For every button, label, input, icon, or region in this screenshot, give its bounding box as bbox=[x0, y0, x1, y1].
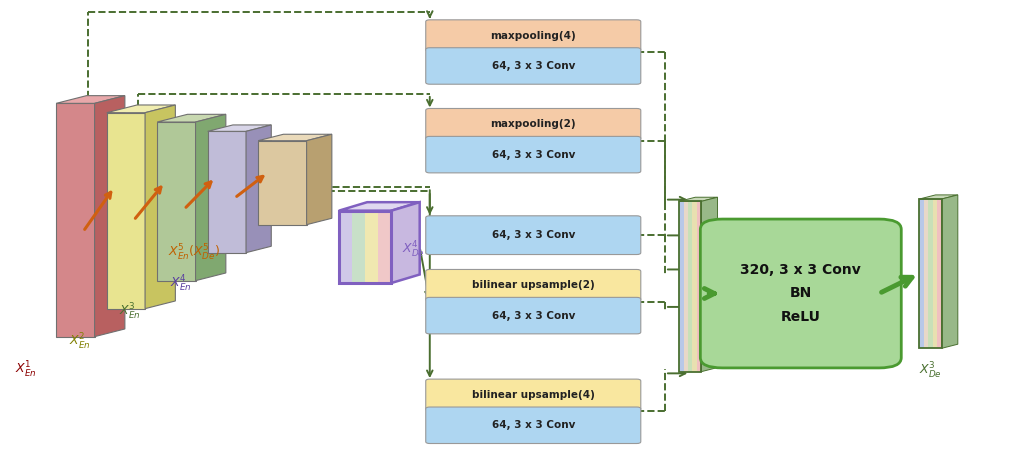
Polygon shape bbox=[57, 103, 95, 336]
FancyBboxPatch shape bbox=[426, 48, 641, 84]
Polygon shape bbox=[378, 211, 391, 283]
Polygon shape bbox=[928, 199, 933, 348]
Text: 64, 3 x 3 Conv: 64, 3 x 3 Conv bbox=[491, 61, 575, 71]
FancyBboxPatch shape bbox=[701, 219, 901, 368]
Text: 64, 3 x 3 Conv: 64, 3 x 3 Conv bbox=[491, 230, 575, 240]
Text: 64, 3 x 3 Conv: 64, 3 x 3 Conv bbox=[491, 311, 575, 321]
Text: 320, 3 x 3 Conv
BN
ReLU: 320, 3 x 3 Conv BN ReLU bbox=[740, 263, 861, 324]
Polygon shape bbox=[107, 113, 145, 309]
Polygon shape bbox=[919, 199, 924, 348]
Text: $X^3_{De}$: $X^3_{De}$ bbox=[919, 361, 942, 381]
Polygon shape bbox=[683, 201, 688, 372]
Polygon shape bbox=[697, 201, 702, 372]
Polygon shape bbox=[941, 195, 957, 348]
Polygon shape bbox=[933, 199, 937, 348]
Text: $X^2_{En}$: $X^2_{En}$ bbox=[69, 332, 90, 352]
Polygon shape bbox=[195, 114, 225, 281]
Text: 64, 3 x 3 Conv: 64, 3 x 3 Conv bbox=[491, 420, 575, 430]
Polygon shape bbox=[258, 134, 332, 141]
Polygon shape bbox=[258, 141, 306, 225]
Polygon shape bbox=[107, 105, 175, 113]
Text: bilinear upsample(2): bilinear upsample(2) bbox=[472, 280, 594, 290]
Polygon shape bbox=[207, 132, 246, 253]
Text: $X^3_{En}$: $X^3_{En}$ bbox=[119, 302, 141, 322]
Polygon shape bbox=[57, 95, 125, 103]
FancyBboxPatch shape bbox=[426, 407, 641, 444]
Text: 64, 3 x 3 Conv: 64, 3 x 3 Conv bbox=[491, 150, 575, 160]
Text: $X^1_{En}$: $X^1_{En}$ bbox=[15, 360, 36, 380]
FancyBboxPatch shape bbox=[426, 109, 641, 140]
Text: bilinear upsample(4): bilinear upsample(4) bbox=[472, 390, 594, 400]
FancyBboxPatch shape bbox=[426, 20, 641, 51]
Polygon shape bbox=[95, 95, 125, 336]
Polygon shape bbox=[702, 197, 718, 372]
Polygon shape bbox=[157, 122, 195, 281]
FancyBboxPatch shape bbox=[426, 216, 641, 255]
Polygon shape bbox=[937, 199, 941, 348]
Text: $X^4_{De}$: $X^4_{De}$ bbox=[401, 240, 425, 260]
FancyBboxPatch shape bbox=[426, 297, 641, 334]
Polygon shape bbox=[339, 211, 352, 283]
Polygon shape bbox=[679, 201, 683, 372]
Polygon shape bbox=[391, 202, 420, 283]
FancyBboxPatch shape bbox=[426, 136, 641, 173]
FancyBboxPatch shape bbox=[426, 379, 641, 411]
Polygon shape bbox=[693, 201, 697, 372]
Polygon shape bbox=[246, 125, 271, 253]
Text: $X^5_{En}(X^5_{De})$: $X^5_{En}(X^5_{De})$ bbox=[169, 243, 220, 263]
Polygon shape bbox=[157, 114, 225, 122]
Polygon shape bbox=[919, 195, 957, 199]
Text: maxpooling(2): maxpooling(2) bbox=[490, 119, 576, 129]
Polygon shape bbox=[306, 134, 332, 225]
Text: $X^4_{En}$: $X^4_{En}$ bbox=[170, 274, 191, 294]
Polygon shape bbox=[679, 197, 718, 201]
Text: maxpooling(4): maxpooling(4) bbox=[490, 30, 576, 41]
Polygon shape bbox=[365, 211, 378, 283]
FancyBboxPatch shape bbox=[426, 270, 641, 301]
Polygon shape bbox=[352, 211, 365, 283]
Polygon shape bbox=[688, 201, 693, 372]
Polygon shape bbox=[924, 199, 928, 348]
Polygon shape bbox=[145, 105, 175, 309]
Polygon shape bbox=[207, 125, 271, 132]
Polygon shape bbox=[339, 202, 420, 211]
